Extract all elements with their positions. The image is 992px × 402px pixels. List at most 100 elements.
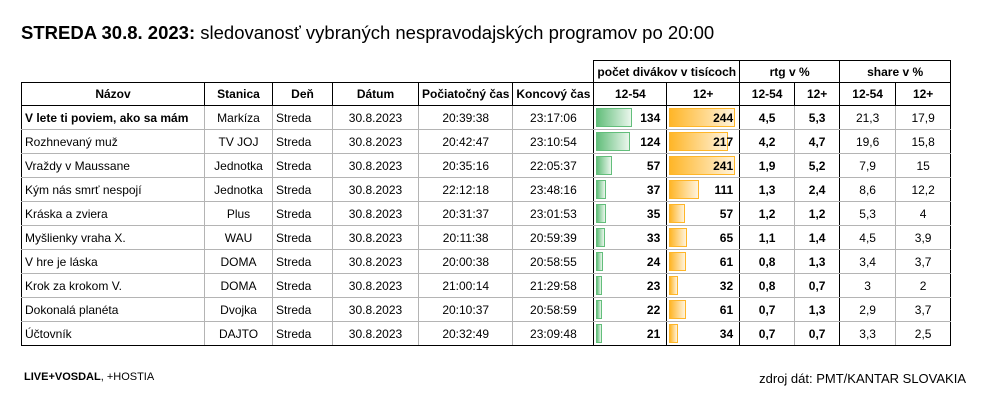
data-bar-label: 35 [646, 206, 661, 221]
row-share-12plus: 3,7 [895, 297, 952, 322]
row-end: 23:01:53 [512, 201, 594, 226]
row-rtg-12-54: 0,7 [739, 321, 795, 346]
row-date: 30.8.2023 [332, 297, 419, 322]
row-share-12-54: 3,3 [839, 321, 896, 346]
row-name: Účtovník [21, 321, 205, 346]
row-start: 20:32:49 [417, 321, 513, 346]
data-bar-label: 241 [713, 158, 734, 173]
row-start: 20:10:37 [417, 297, 513, 322]
col-header-start: Počiatočný čas [417, 82, 513, 106]
row-end: 21:29:58 [512, 273, 594, 298]
row-station: DOMA [204, 249, 273, 274]
data-bar-label: 23 [646, 278, 661, 293]
row-name: Kým nás smrť nespojí [21, 177, 205, 202]
row-day: Streda [272, 297, 333, 322]
row-share-12-54: 7,9 [839, 153, 896, 178]
row-date: 30.8.2023 [332, 249, 419, 274]
data-bar [596, 132, 631, 151]
group-header-viewers: počet divákov v tisícoch [593, 60, 740, 83]
col-header-name: Názov [21, 82, 205, 106]
col-header-end: Koncový čas [512, 82, 594, 106]
row-day: Streda [272, 225, 333, 250]
row-day: Streda [272, 153, 333, 178]
column-header-row: Názov Stanica Deň Dátum Počiatočný čas K… [21, 82, 952, 106]
data-bar [669, 276, 679, 295]
row-share-12-54: 2,9 [839, 297, 896, 322]
row-share-12-54: 8,6 [839, 177, 896, 202]
row-station: Markíza [204, 105, 273, 130]
row-viewers-12plus: 34 [666, 321, 740, 346]
row-rtg-12-54: 4,2 [739, 129, 795, 154]
row-name: Dokonalá planéta [21, 297, 205, 322]
data-bar [596, 204, 607, 223]
row-day: Streda [272, 105, 333, 130]
row-end: 23:10:54 [512, 129, 594, 154]
data-bar [669, 324, 679, 343]
row-share-12plus: 15 [895, 153, 952, 178]
row-rtg-12-54: 0,8 [739, 249, 795, 274]
row-share-12-54: 3,4 [839, 249, 896, 274]
row-viewers-12-54: 37 [593, 177, 667, 202]
row-share-12-54: 4,5 [839, 225, 896, 250]
row-station: Jednotka [204, 177, 273, 202]
row-rtg-12-54: 1,2 [739, 201, 795, 226]
data-bar [669, 132, 729, 151]
col-header-date: Dátum [332, 82, 419, 106]
row-station: WAU [204, 225, 273, 250]
row-name: Kráska a zviera [21, 201, 205, 226]
data-bar [669, 180, 700, 199]
row-rtg-12-54: 1,3 [739, 177, 795, 202]
row-viewers-12-54: 57 [593, 153, 667, 178]
row-end: 23:09:48 [512, 321, 594, 346]
data-bar-label: 37 [646, 182, 661, 197]
data-bar [669, 204, 686, 223]
row-day: Streda [272, 249, 333, 274]
data-bar-label: 57 [719, 206, 734, 221]
row-viewers-12plus: 111 [666, 177, 740, 202]
row-share-12plus: 3,7 [895, 249, 952, 274]
row-name: Myšlienky vraha X. [21, 225, 205, 250]
data-bar-label: 34 [719, 326, 734, 341]
row-name: V hre je láska [21, 249, 205, 274]
data-bar [669, 252, 687, 271]
row-start: 21:00:14 [417, 273, 513, 298]
data-bar-label: 134 [640, 110, 661, 125]
row-start: 20:35:16 [417, 153, 513, 178]
row-share-12plus: 2 [895, 273, 952, 298]
footer-source: zdroj dát: PMT/KANTAR SLOVAKIA [759, 371, 966, 386]
row-name: Rozhnevaný muž [21, 129, 205, 154]
row-viewers-12plus: 244 [666, 105, 740, 130]
row-start: 20:31:37 [417, 201, 513, 226]
row-start: 20:39:38 [417, 105, 513, 130]
row-viewers-12plus: 32 [666, 273, 740, 298]
table-row: Kým nás smrť nespojí Jednotka Streda 30.8.2… [21, 177, 952, 202]
row-day: Streda [272, 321, 333, 346]
row-viewers-12-54: 35 [593, 201, 667, 226]
row-start: 20:42:47 [417, 129, 513, 154]
row-share-12-54: 19,6 [839, 129, 896, 154]
row-end: 20:59:39 [512, 225, 594, 250]
row-station: Jednotka [204, 153, 273, 178]
row-date: 30.8.2023 [332, 201, 419, 226]
row-station: DOMA [204, 273, 273, 298]
row-end: 23:17:06 [512, 105, 594, 130]
data-bar-label: 244 [713, 110, 734, 125]
col-header-share-12-54: 12-54 [839, 82, 896, 106]
row-rtg-12plus: 4,7 [794, 129, 840, 154]
row-rtg-12-54: 1,9 [739, 153, 795, 178]
data-bar [596, 180, 607, 199]
col-header-day: Deň [272, 82, 333, 106]
col-header-viewers-12plus: 12+ [666, 82, 740, 106]
data-bar-label: 124 [640, 134, 661, 149]
row-viewers-12-54: 22 [593, 297, 667, 322]
data-bar [596, 252, 604, 271]
row-viewers-12plus: 57 [666, 201, 740, 226]
row-viewers-12-54: 134 [593, 105, 667, 130]
row-rtg-12plus: 1,2 [794, 201, 840, 226]
row-station: Plus [204, 201, 273, 226]
row-viewers-12plus: 65 [666, 225, 740, 250]
row-share-12-54: 5,3 [839, 201, 896, 226]
page-title: STREDA 30.8. 2023: sledovanosť vybraných… [21, 22, 714, 44]
row-share-12plus: 2,5 [895, 321, 952, 346]
table-row: Rozhnevaný muž TV JOJ Streda 30.8.2023 20:42… [21, 129, 952, 154]
